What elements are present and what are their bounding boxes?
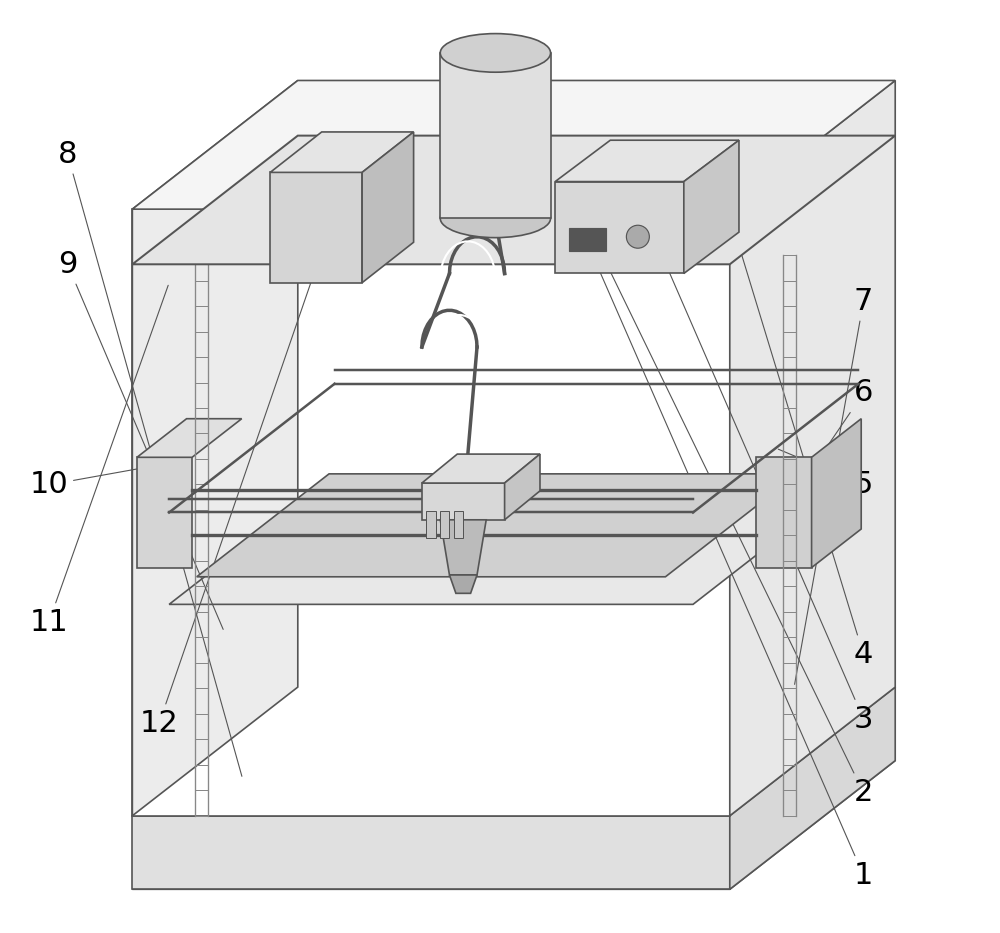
Bar	[440, 53, 551, 218]
Bar	[454, 510, 463, 538]
Text: 12: 12	[140, 216, 334, 738]
Polygon shape	[132, 209, 730, 815]
Polygon shape	[169, 476, 858, 605]
Text: 4: 4	[740, 248, 873, 669]
Polygon shape	[555, 140, 739, 182]
Polygon shape	[362, 132, 414, 283]
Polygon shape	[132, 135, 895, 264]
Ellipse shape	[440, 199, 551, 238]
Polygon shape	[812, 419, 861, 567]
Polygon shape	[440, 520, 486, 575]
Polygon shape	[730, 80, 895, 815]
Bar	[440, 510, 449, 538]
Ellipse shape	[626, 225, 649, 248]
Polygon shape	[132, 760, 895, 889]
Text: 10: 10	[29, 467, 148, 499]
Polygon shape	[132, 80, 298, 815]
Polygon shape	[505, 454, 540, 520]
Polygon shape	[137, 419, 242, 457]
Polygon shape	[132, 80, 895, 209]
Text: 7: 7	[795, 286, 873, 684]
Polygon shape	[449, 575, 477, 593]
Text: 6: 6	[759, 379, 873, 547]
Text: 9: 9	[58, 250, 223, 630]
Text: 2: 2	[566, 179, 873, 807]
Text: 11: 11	[29, 285, 168, 637]
Ellipse shape	[440, 34, 551, 72]
Polygon shape	[270, 173, 362, 283]
Polygon shape	[270, 132, 414, 173]
Polygon shape	[132, 815, 730, 889]
Polygon shape	[132, 687, 895, 815]
Polygon shape	[137, 457, 192, 567]
Polygon shape	[197, 474, 798, 577]
Bar	[426, 510, 436, 538]
Text: 3: 3	[639, 202, 873, 733]
Bar	[569, 228, 606, 250]
Polygon shape	[730, 687, 895, 889]
Text: 5: 5	[778, 449, 873, 499]
Polygon shape	[422, 454, 540, 483]
Text: 1: 1	[519, 88, 873, 890]
Polygon shape	[684, 140, 739, 273]
Text: 8: 8	[58, 140, 242, 776]
Polygon shape	[555, 182, 684, 273]
Polygon shape	[422, 483, 505, 520]
Polygon shape	[756, 457, 812, 567]
